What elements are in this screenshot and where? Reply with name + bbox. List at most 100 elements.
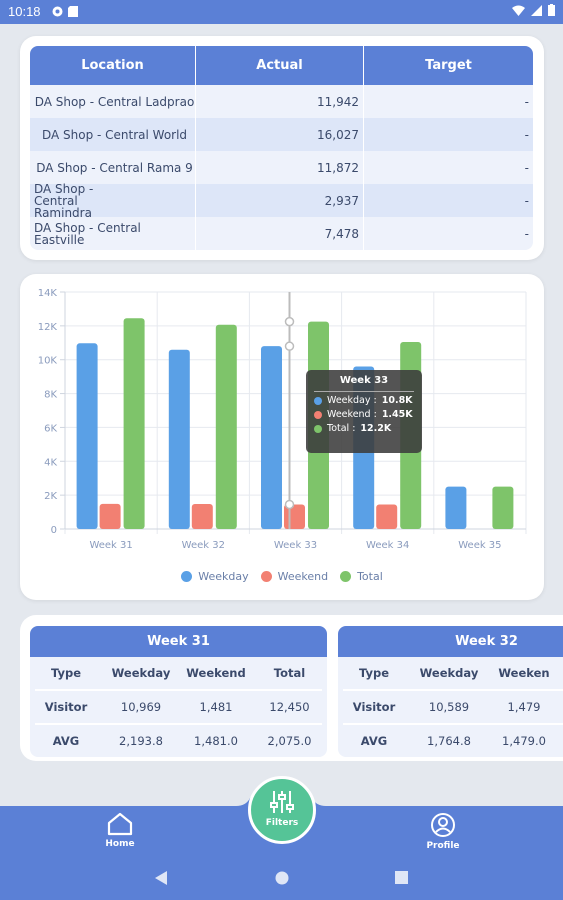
y-tick-label: 4K bbox=[44, 457, 57, 468]
y-tick-label: 14K bbox=[38, 288, 58, 299]
table-row: DA Shop - Central Ladprao 11,942 - bbox=[30, 85, 533, 118]
bar-weekend bbox=[99, 503, 121, 529]
legend-dot bbox=[181, 571, 193, 582]
bar-total bbox=[123, 318, 145, 529]
legend-weekday[interactable]: Weekday bbox=[181, 570, 249, 583]
tooltip-label: Weekday : bbox=[327, 395, 377, 406]
cell: AVG bbox=[360, 734, 388, 748]
row-actual: 11,942 bbox=[196, 85, 364, 118]
table-row: Visitor 10,969 1,481 12,450 bbox=[30, 691, 327, 723]
legend-dot bbox=[260, 571, 272, 582]
cell: 1,479 bbox=[507, 700, 541, 714]
tooltip-row-total: Total : 12.2K bbox=[314, 423, 422, 434]
week-table-31: Week 31 Type Weekday Weekend Total Visit… bbox=[30, 626, 327, 757]
row-location: DA Shop - Central Rama 9 bbox=[30, 151, 196, 184]
bar-chart[interactable]: 0 2K 4K 6K 8K 10K 12K 14K Week 31 Week 32 Week 33 W… bbox=[20, 274, 544, 600]
legend-label: Weekday bbox=[198, 570, 249, 583]
tooltip-dot bbox=[314, 424, 322, 433]
legend-label: Total bbox=[357, 570, 383, 583]
col-total: Total bbox=[273, 666, 306, 680]
legend-dot bbox=[340, 571, 352, 582]
wifi-icon bbox=[512, 5, 525, 16]
row-location: DA Shop - Central Ladprao bbox=[30, 85, 196, 118]
tooltip-label: Weekend : bbox=[327, 409, 377, 420]
nav-profile[interactable]: Profile bbox=[423, 812, 463, 851]
y-tick-label: 0 bbox=[51, 525, 57, 536]
tooltip-divider bbox=[314, 391, 414, 392]
location-summary-card: Location Actual Target DA Shop - Central… bbox=[20, 36, 544, 260]
bar-weekend bbox=[191, 503, 213, 529]
header-target: Target bbox=[425, 58, 472, 73]
nav-home[interactable]: Home bbox=[100, 812, 140, 849]
table-row: AVG 1,764.8 1,479.0 bbox=[338, 725, 563, 757]
nav-home-label: Home bbox=[105, 839, 135, 849]
header-actual: Actual bbox=[196, 46, 364, 85]
signal-icon bbox=[531, 4, 542, 16]
tooltip-dot bbox=[314, 410, 322, 419]
app-notification-icon bbox=[52, 6, 63, 17]
x-tick-label: Week 32 bbox=[182, 540, 225, 551]
tooltip-value: 10.8K bbox=[381, 395, 413, 406]
cell: 1,481 bbox=[199, 700, 233, 714]
y-tick-label: 10K bbox=[38, 356, 58, 367]
tooltip-row-weekday: Weekday : 10.8K bbox=[314, 395, 422, 406]
x-tick-label: Week 35 bbox=[458, 540, 501, 551]
week-table-header: Type Weekday Weekend Total bbox=[30, 657, 327, 689]
bar-weekday bbox=[261, 346, 282, 529]
row-actual: 11,872 bbox=[196, 151, 364, 184]
cell: 10,589 bbox=[428, 700, 470, 714]
nav-profile-label: Profile bbox=[426, 841, 460, 851]
tooltip-dot bbox=[314, 396, 322, 405]
y-tick-label: 2K bbox=[44, 491, 57, 502]
header-location: Location bbox=[30, 46, 196, 85]
row-location: DA Shop - Central World bbox=[30, 118, 196, 151]
tooltip-title: Week 33 bbox=[339, 375, 389, 386]
row-target: - bbox=[524, 94, 529, 109]
y-tick-label: 6K bbox=[44, 423, 57, 434]
row-actual: 16,027 bbox=[196, 118, 364, 151]
filters-button[interactable]: Filters bbox=[248, 776, 316, 844]
col-weekend: Weeken bbox=[498, 666, 550, 680]
row-location: DA Shop - Central Ramindra bbox=[30, 183, 196, 219]
week-table-title: Week 32 bbox=[338, 626, 563, 657]
legend-weekend[interactable]: Weekend bbox=[260, 570, 329, 583]
row-target: - bbox=[524, 226, 529, 241]
tooltip-label: Total : bbox=[327, 423, 356, 434]
col-type: Type bbox=[358, 666, 389, 680]
row-actual: 7,478 bbox=[196, 217, 364, 250]
bar-weekday bbox=[168, 349, 190, 529]
system-navigation-bar bbox=[0, 856, 563, 900]
x-tick-label: Week 31 bbox=[89, 540, 132, 551]
table-row: AVG 2,193.8 1,481.0 2,075.0 bbox=[30, 725, 327, 757]
y-tick-label: 12K bbox=[38, 322, 58, 333]
legend-total[interactable]: Total bbox=[340, 570, 383, 583]
hover-marker bbox=[284, 341, 295, 351]
filters-label: Filters bbox=[265, 818, 299, 828]
col-weekend: Weekend bbox=[186, 666, 246, 680]
bar-weekday bbox=[76, 343, 98, 529]
bar-weekend bbox=[376, 504, 398, 529]
visitor-chart-card: 0 2K 4K 6K 8K 10K 12K 14K Week 31 Week 32 Week 33 W… bbox=[20, 274, 544, 600]
y-tick-label: 8K bbox=[44, 390, 57, 401]
cell: Visitor bbox=[44, 700, 88, 714]
tooltip-value: 1.45K bbox=[381, 409, 413, 420]
cell: AVG bbox=[52, 734, 80, 748]
legend-label: Weekend bbox=[277, 570, 329, 583]
week-table-header: Type Weekday Weeken bbox=[338, 657, 563, 689]
hover-marker bbox=[284, 316, 295, 327]
status-bar: 10:18 bbox=[0, 0, 563, 24]
home-circle-icon[interactable] bbox=[275, 871, 289, 885]
table-row: DA Shop - Central Ramindra 2,937 - bbox=[30, 183, 533, 219]
cell: Visitor bbox=[352, 700, 396, 714]
col-type: Type bbox=[50, 666, 81, 680]
cell: 1,481.0 bbox=[194, 734, 238, 748]
col-weekday: Weekday bbox=[111, 666, 171, 680]
profile-icon bbox=[431, 813, 455, 837]
back-icon[interactable] bbox=[155, 871, 167, 885]
cell: 2,075.0 bbox=[267, 734, 312, 748]
recents-icon[interactable] bbox=[395, 871, 408, 884]
tooltip-value: 12.2K bbox=[360, 423, 392, 434]
chart-legend: Weekday Weekend Total bbox=[20, 570, 544, 583]
sd-card-icon bbox=[68, 6, 78, 17]
home-icon bbox=[107, 812, 133, 836]
